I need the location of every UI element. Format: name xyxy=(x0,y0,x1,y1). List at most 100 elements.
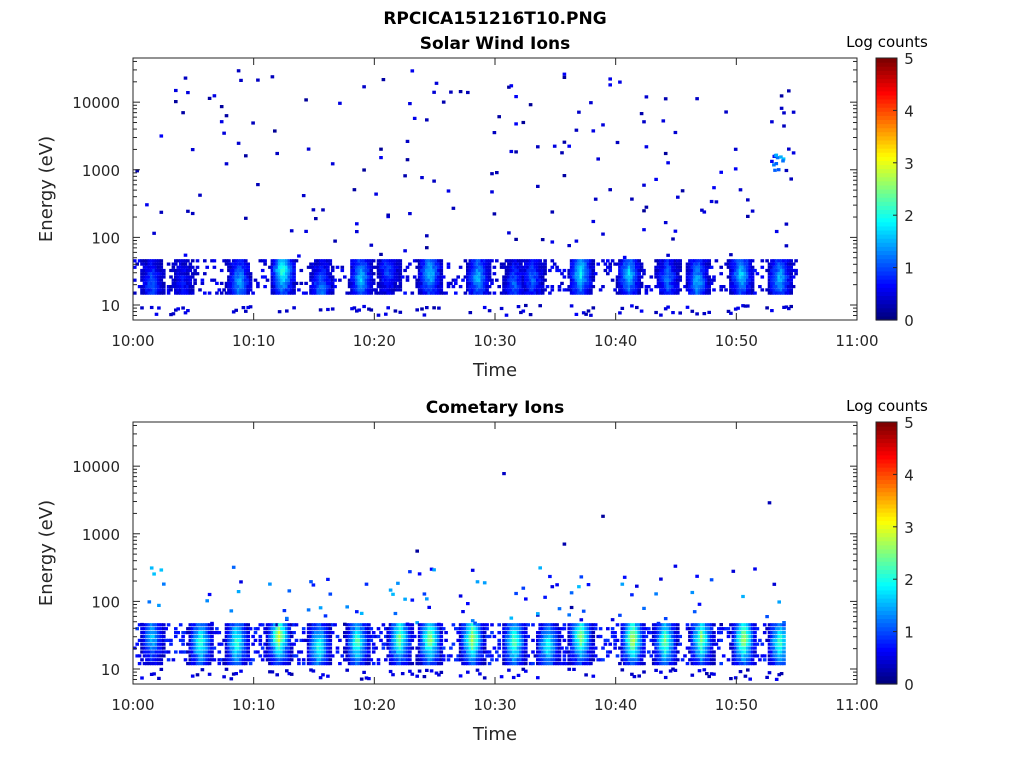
heatmap-cell xyxy=(613,631,617,635)
heatmap-cell xyxy=(147,275,152,279)
heatmap-cell xyxy=(630,672,634,676)
heatmap-cell xyxy=(509,658,514,662)
heatmap-cell xyxy=(550,658,555,662)
heatmap-cell xyxy=(485,654,489,658)
heatmap-cell xyxy=(181,291,185,295)
heatmap-cell xyxy=(461,654,465,658)
heatmap-cell xyxy=(273,278,277,282)
heatmap-cell xyxy=(231,658,236,662)
heatmap-cell xyxy=(685,305,690,309)
heatmap-cell xyxy=(772,623,777,627)
heatmap-cell xyxy=(306,650,311,654)
heatmap-cell xyxy=(432,272,436,276)
heatmap-cell xyxy=(552,262,557,266)
heatmap-cell xyxy=(736,288,740,292)
heatmap-cell xyxy=(731,275,736,279)
heatmap-cell xyxy=(439,658,444,662)
heatmap-cell xyxy=(323,259,328,263)
heatmap-cell xyxy=(700,627,704,631)
heatmap-cell xyxy=(231,631,236,635)
heatmap-cell xyxy=(374,291,378,295)
heatmap-cell xyxy=(434,662,439,666)
heatmap-cell xyxy=(668,281,673,285)
y-tick-label: 100 xyxy=(91,229,120,247)
heatmap-cell xyxy=(152,631,156,635)
heatmap-cell xyxy=(379,259,383,263)
heatmap-cell xyxy=(396,275,400,279)
heatmap-cell xyxy=(425,285,429,289)
heatmap-cell xyxy=(273,285,277,289)
heatmap-cell xyxy=(591,272,596,276)
heatmap-cell xyxy=(314,623,318,627)
heatmap-cell xyxy=(528,268,533,273)
colorbar-swatch xyxy=(876,197,897,202)
heatmap-cell xyxy=(543,662,547,666)
heatmap-cell xyxy=(784,244,789,248)
heatmap-cell xyxy=(473,272,477,276)
heatmap-cell xyxy=(625,285,629,289)
colorbar-swatch xyxy=(876,598,897,603)
heatmap-cell xyxy=(277,268,282,273)
heatmap-cell xyxy=(311,268,316,273)
heatmap-cell xyxy=(540,281,545,285)
heatmap-cell xyxy=(760,259,765,263)
heatmap-cell xyxy=(598,288,603,292)
heatmap-cell xyxy=(620,631,625,635)
heatmap-cell xyxy=(154,259,159,263)
heatmap-cell xyxy=(577,291,581,295)
y-axis-label-solar-wind: Energy (eV) xyxy=(36,136,57,242)
heatmap-cell xyxy=(149,259,154,263)
heatmap-cell xyxy=(362,262,366,266)
heatmap-cell xyxy=(721,627,726,631)
heatmap-cell xyxy=(560,627,564,631)
heatmap-cell xyxy=(526,265,530,269)
heatmap-cell xyxy=(263,650,267,654)
x-tick-label: 11:00 xyxy=(835,696,878,714)
heatmap-cell xyxy=(709,623,714,627)
heatmap-cell xyxy=(784,278,789,282)
heatmap-cell xyxy=(776,168,781,172)
heatmap-cell xyxy=(190,148,195,152)
heatmap-cell xyxy=(490,654,494,658)
heatmap-cell xyxy=(321,272,325,276)
heatmap-cell xyxy=(241,658,246,662)
heatmap-cell xyxy=(692,638,697,642)
colorbar-swatch xyxy=(876,225,897,231)
heatmap-cell xyxy=(468,275,473,279)
heatmap-cell xyxy=(635,305,639,310)
heatmap-cell xyxy=(178,285,183,289)
heatmap-cell xyxy=(782,268,786,273)
heatmap-cell xyxy=(434,638,439,642)
heatmap-cell xyxy=(359,646,364,650)
heatmap-cell xyxy=(198,642,202,646)
heatmap-cell xyxy=(323,288,328,292)
heatmap-cell xyxy=(190,265,195,269)
heatmap-cell xyxy=(181,650,185,654)
heatmap-cell xyxy=(432,654,436,658)
heatmap-cell xyxy=(661,623,666,627)
heatmap-cell xyxy=(330,285,335,289)
colorbar-swatch xyxy=(876,585,897,591)
heatmap-cell xyxy=(695,265,699,269)
y-tick-label: 1000 xyxy=(82,526,120,544)
heatmap-cell xyxy=(379,281,383,285)
heatmap-cell xyxy=(275,259,279,263)
heatmap-cell xyxy=(511,285,516,289)
heatmap-cell xyxy=(659,275,663,279)
heatmap-cell xyxy=(403,623,407,627)
heatmap-cell xyxy=(379,252,383,256)
heatmap-cell xyxy=(729,642,733,646)
heatmap-cell xyxy=(212,278,217,282)
heatmap-cell xyxy=(456,631,460,635)
heatmap-cell xyxy=(350,627,354,631)
heatmap-cell xyxy=(210,621,214,625)
colorbar-swatch xyxy=(876,458,897,464)
heatmap-cell xyxy=(521,662,526,666)
heatmap-cell xyxy=(159,627,164,631)
heatmap-cell xyxy=(359,658,364,662)
heatmap-cell xyxy=(422,262,427,266)
heatmap-cell xyxy=(656,646,661,650)
heatmap-cell xyxy=(316,650,320,654)
heatmap-cell xyxy=(685,662,690,666)
heatmap-cell xyxy=(480,268,485,273)
